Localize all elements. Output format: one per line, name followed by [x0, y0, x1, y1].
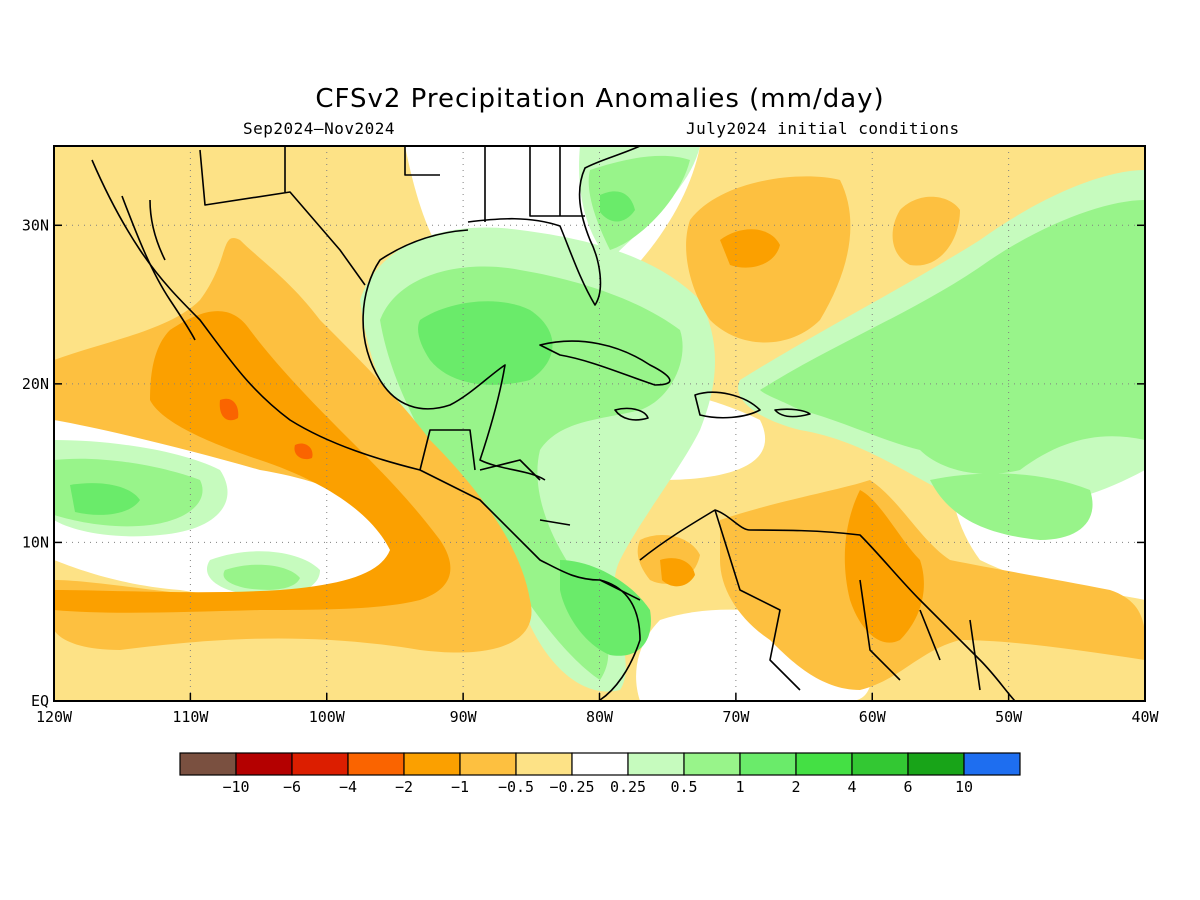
colorbar-swatch — [291, 752, 349, 776]
colorbar-label: 0.5 — [670, 778, 697, 796]
colorbar-swatch — [627, 752, 685, 776]
longitude-axis: 120W 110W 100W 90W 80W 70W 60W 50W 40W — [36, 693, 1160, 726]
x-tick-label: 60W — [859, 708, 887, 726]
coast-hispaniola — [694, 391, 761, 419]
colorbar-swatch — [347, 752, 405, 776]
wet-zone-strong-4 — [600, 191, 635, 222]
colorbar-label: 6 — [903, 778, 912, 796]
initial-conditions: July2024 initial conditions — [686, 119, 960, 138]
dry-zone-mexico-4 — [219, 398, 313, 460]
colorbar-label: −2 — [395, 778, 413, 796]
border-us-states — [284, 146, 585, 222]
coast-cuba — [539, 340, 671, 386]
colorbar-label: 4 — [847, 778, 856, 796]
colorbar-label: 1 — [735, 778, 744, 796]
y-tick-label: 20N — [22, 375, 49, 393]
coast-baja — [121, 195, 196, 341]
x-tick-label: 110W — [172, 708, 209, 726]
y-tick-label: EQ — [31, 692, 49, 710]
y-tick-label: 10N — [22, 533, 49, 551]
colorbar-swatch — [851, 752, 909, 776]
graticule — [54, 146, 1145, 701]
colorbar-swatch — [739, 752, 797, 776]
colorbar-swatch — [795, 752, 853, 776]
coastlines — [91, 146, 1016, 701]
wet-zone-strong-1 — [418, 301, 553, 385]
dry-zone-colombia-3 — [660, 558, 695, 587]
dry-zone-atlantic-2 — [686, 176, 960, 343]
anomaly-fields — [54, 146, 1145, 701]
coast-gulf — [362, 229, 546, 481]
coast-florida — [467, 146, 641, 306]
colorbar-label: −0.25 — [549, 778, 594, 796]
colorbar-label: −4 — [339, 778, 357, 796]
dry-zone-mexico-3 — [54, 311, 451, 613]
coast-puerto-rico — [774, 408, 811, 418]
colorbar-swatch — [179, 752, 237, 776]
wet-zone-atlantic-2 — [760, 200, 1145, 540]
wet-zone-strong-3 — [70, 483, 140, 515]
colorbar-label: 0.25 — [610, 778, 646, 796]
x-tick-label: 100W — [309, 708, 346, 726]
x-tick-label: 80W — [586, 708, 614, 726]
border-us-mexico — [199, 149, 366, 286]
x-tick-label: 70W — [722, 708, 750, 726]
x-tick-label: 40W — [1131, 708, 1159, 726]
dry-zone-guianas-3 — [844, 490, 924, 643]
x-tick-label: 90W — [450, 708, 478, 726]
colorbar-swatch — [515, 752, 573, 776]
colorbar-swatch — [403, 752, 461, 776]
colorbar-label: −6 — [283, 778, 301, 796]
colorbar-swatch — [571, 752, 629, 776]
colorbar-label: −10 — [222, 778, 249, 796]
wet-zone-strong-2 — [560, 560, 651, 656]
colorbar-label: 10 — [955, 778, 973, 796]
colorbar-label: 2 — [791, 778, 800, 796]
colorbar-swatch — [683, 752, 741, 776]
coast-jamaica — [614, 407, 649, 421]
border-central-america — [419, 429, 641, 601]
colorbar-swatch — [459, 752, 517, 776]
wet-zone-florida-2 — [588, 155, 690, 250]
color-legend: −10 −6 −4 −2 −1 −0.5 −0.25 0.25 0.5 1 2 4 6 10 — [179, 752, 1021, 796]
colorbar-swatch — [907, 752, 965, 776]
map-title: CFSv2 Precipitation Anomalies (mm/day) — [315, 84, 885, 114]
colorbar-swatch — [235, 752, 293, 776]
border-south-america — [714, 509, 981, 691]
colorbar-label: −0.5 — [498, 778, 534, 796]
dry-zone-atlantic-3 — [720, 229, 780, 268]
colorbar-swatch — [963, 752, 1021, 776]
forecast-period: Sep2024–Nov2024 — [243, 119, 395, 138]
x-tick-label: 120W — [36, 708, 73, 726]
latitude-axis: EQ 10N 20N 30N — [22, 216, 1145, 710]
x-tick-label: 50W — [995, 708, 1023, 726]
colorbar-label: −1 — [451, 778, 469, 796]
y-tick-label: 30N — [22, 216, 49, 234]
